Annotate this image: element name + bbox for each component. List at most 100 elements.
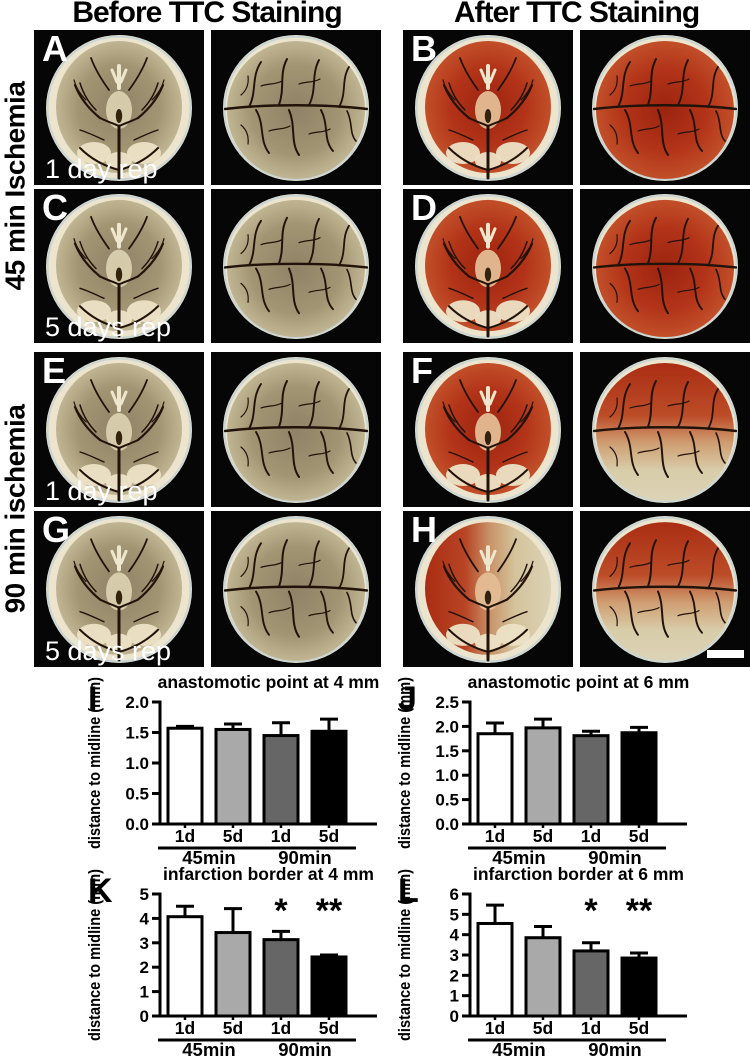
bar-5d-90min (620, 956, 658, 1018)
brain-photo-dorsal-pale (211, 352, 381, 507)
brain-panel-D-ventral: D (403, 187, 573, 343)
x-category-label: 5d (629, 1018, 649, 1038)
x-category-label: 5d (533, 1018, 553, 1038)
panel-caption: 5 days rep (45, 312, 172, 342)
panel-letter-B: B (411, 28, 437, 69)
bar-1d-45min (476, 921, 514, 1018)
y-tick-label: 1.5 (435, 742, 459, 761)
y-tick-label: 0.5 (435, 791, 459, 810)
side-label-45min-ischemia: 45 min Ischemia (0, 81, 31, 291)
y-tick-label: 0 (140, 1007, 149, 1026)
y-axis-label: distance to midline (mm) (396, 677, 414, 849)
brain-photo-dorsal-red (580, 30, 750, 185)
panel-letter-D: D (411, 187, 437, 228)
y-tick-label: 0.0 (435, 815, 459, 834)
panel-caption: 5 days rep (45, 636, 172, 666)
y-tick-label: 3 (140, 934, 149, 953)
chart-title: anastomotic point at 6 mm (468, 672, 690, 692)
group-label-90min: 90min (588, 1039, 641, 1059)
x-category-label: 1d (485, 826, 505, 846)
bar-5d-90min (310, 955, 348, 1018)
bar-5d-45min (524, 726, 562, 826)
y-tick-label: 1.0 (435, 766, 459, 785)
panel-letter-C: C (42, 187, 68, 228)
x-category-label: 5d (223, 1018, 243, 1038)
bar-1d-45min (166, 726, 204, 826)
group-label-45min: 45min (492, 1039, 545, 1059)
brain-photo-ventral-pale (34, 189, 204, 343)
y-tick-label: 1 (140, 983, 149, 1002)
bar-1d-90min (262, 938, 300, 1018)
y-tick-label: 2.5 (435, 693, 459, 712)
brain-panel-row1-dorsal (211, 30, 381, 185)
x-category-label: 5d (319, 826, 339, 846)
brain-panel-E-ventral: E 1 day rep (34, 350, 204, 507)
bar-1d-45min (166, 915, 204, 1018)
brain-photo-dorsal-pale (211, 511, 381, 667)
panel-letter-E: E (42, 350, 67, 391)
brain-panel-row1-dorsal (580, 30, 750, 185)
x-category-label: 1d (271, 1018, 291, 1038)
y-tick-label: 2 (450, 966, 459, 985)
group-label-45min: 45min (182, 847, 235, 868)
x-category-label: 1d (581, 1018, 601, 1038)
panel-caption: 1 day rep (45, 154, 158, 184)
chart-title: infarction border at 6 mm (473, 864, 684, 884)
y-axis-label: distance to midline (mm) (86, 869, 104, 1041)
x-category-label: 1d (485, 1018, 505, 1038)
brain-photo-ventral-partial_h (403, 511, 573, 667)
scale-bar (707, 650, 744, 658)
brain-photo-ventral-pale (34, 352, 204, 507)
x-category-label: 5d (629, 826, 649, 846)
significance-marker: ** (626, 892, 653, 930)
brain-panel-H-ventral: H (403, 509, 573, 667)
panel-caption: 1 day rep (45, 476, 158, 506)
y-tick-label: 2.0 (435, 717, 459, 736)
panel-letter-F: F (411, 350, 433, 391)
column-header-before-ttc: Before TTC Staining (72, 0, 342, 29)
bar-1d-90min (262, 734, 300, 826)
bar-5d-45min (214, 727, 252, 826)
panel-letter-G: G (42, 509, 71, 550)
significance-marker: * (584, 892, 598, 930)
chart-title: infarction border at 4 mm (163, 864, 374, 884)
brain-photo-dorsal-pale (211, 30, 381, 185)
x-category-label: 1d (271, 826, 291, 846)
y-axis-label: distance to midline (mm) (86, 677, 104, 849)
brain-photo-ventral-red (403, 189, 573, 343)
x-category-label: 1d (175, 1018, 195, 1038)
brain-photo-dorsal-red (580, 189, 750, 343)
brain-panel-F-ventral: F (403, 350, 573, 507)
bar-1d-90min (572, 734, 610, 826)
y-tick-label: 0 (450, 1007, 459, 1026)
y-tick-label: 0.5 (125, 785, 149, 804)
y-tick-label: 2 (140, 958, 149, 977)
group-label-45min: 45min (182, 1039, 235, 1059)
y-tick-label: 4 (140, 909, 150, 928)
y-axis-label: distance to midline (mm) (396, 869, 414, 1041)
brain-panel-B-ventral: B (403, 28, 573, 185)
brain-panel-row4-dorsal (580, 511, 750, 667)
group-label-90min: 90min (588, 847, 641, 868)
y-tick-label: 1.5 (125, 724, 149, 743)
bar-1d-45min (476, 732, 514, 826)
brain-panel-G-ventral: G 5 days rep (34, 509, 204, 667)
bar-5d-90min (620, 731, 658, 826)
brain-photo-ventral-pale (34, 511, 204, 667)
bar-5d-45min (214, 931, 252, 1018)
brain-panel-C-ventral: C 5 days rep (34, 187, 204, 343)
brain-photo-dorsal-partial_v (580, 511, 750, 667)
y-tick-label: 2.0 (125, 693, 149, 712)
chart-panel-letter: K (88, 872, 113, 910)
significance-marker: ** (316, 892, 343, 930)
y-tick-label: 1 (450, 987, 459, 1006)
brain-panel-row4-dorsal (211, 511, 381, 667)
bar-1d-90min (572, 949, 610, 1018)
brain-panel-row2-dorsal (580, 189, 750, 343)
